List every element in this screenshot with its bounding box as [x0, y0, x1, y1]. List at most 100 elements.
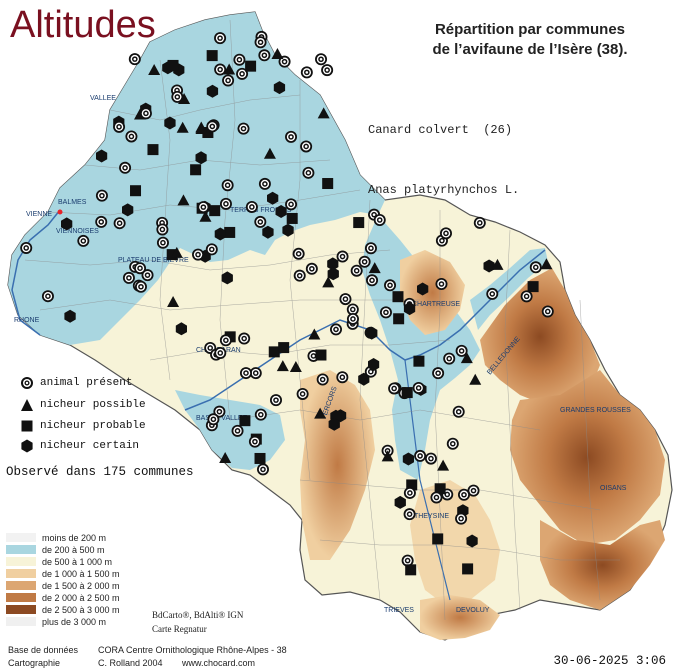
marker-animal-present: [20, 241, 33, 254]
marker-animal-present: [302, 166, 315, 179]
marker-animal-present: [236, 67, 249, 80]
marker-nicheur-probable: [190, 164, 202, 176]
belledonne-massif: [480, 268, 600, 405]
altitude-legend-row: moins de 200 m: [6, 532, 106, 543]
map-credit-line-2: Carte Regnatur: [152, 624, 207, 634]
marker-nicheur-possible: [223, 63, 236, 75]
marker-animal-present: [300, 140, 313, 153]
legend-row-animal-present: animal présent: [20, 374, 132, 392]
marker-animal-present: [41, 290, 54, 303]
altitude-legend-label: de 1 000 à 1 500 m: [42, 568, 120, 579]
marker-animal-present: [443, 352, 456, 365]
marker-nicheur-certain: [466, 534, 478, 548]
marker-nicheur-certain: [327, 267, 339, 281]
marker-nicheur-possible: [271, 48, 284, 60]
marker-nicheur-probable: [462, 563, 474, 575]
marker-nicheur-possible: [317, 107, 330, 119]
marker-nicheur-probable: [166, 249, 178, 261]
marker-nicheur-certain: [328, 417, 340, 431]
altitude-legend-row: de 2 500 à 3 000 m: [6, 604, 120, 615]
altitude-legend-row: de 500 à 1 000 m: [6, 556, 112, 567]
marker-nicheur-probable: [209, 205, 221, 217]
footer-website[interactable]: www.chocard.com: [182, 658, 256, 668]
marker-nicheur-possible: [148, 63, 161, 75]
marker-animal-present: [134, 262, 147, 275]
marker-animal-present: [457, 488, 470, 501]
marker-animal-present: [231, 424, 244, 437]
marker-nicheur-probable: [286, 212, 298, 224]
altitude-legend-row: de 2 000 à 2 500 m: [6, 592, 120, 603]
marker-nicheur-certain: [206, 84, 219, 98]
marker-nicheur-probable: [315, 349, 327, 361]
marker-nicheur-certain: [402, 452, 414, 466]
marker-nicheur-probable: [268, 346, 280, 358]
marker-animal-present: [346, 303, 359, 316]
observed-count: Observé dans 175 communes: [6, 465, 194, 479]
place-label-rhone: RHONE: [14, 317, 40, 324]
marker-animal-present: [278, 55, 291, 68]
marker-nicheur-certain: [366, 326, 378, 340]
marker-nicheur-probable: [432, 533, 444, 545]
marker-animal-present: [239, 367, 252, 380]
marker-nicheur-probable: [392, 291, 404, 303]
marker-nicheur-certain: [164, 116, 176, 130]
marker-nicheur-possible: [167, 295, 180, 307]
marker-animal-present: [119, 161, 132, 174]
marker-nicheur-probable: [405, 564, 417, 576]
marker-nicheur-probable: [434, 483, 446, 495]
marker-animal-present: [113, 120, 126, 133]
marker-nicheur-certain: [273, 81, 286, 95]
marker-nicheur-possible: [469, 373, 482, 385]
marker-animal-present: [292, 247, 305, 260]
marker-nicheur-certain: [195, 151, 207, 165]
marker-animal-present: [346, 312, 359, 325]
marker-nicheur-probable: [406, 479, 418, 491]
marker-animal-present: [254, 408, 267, 421]
place-label-grandes-rousses: GRANDES ROUSSES: [560, 407, 631, 414]
drac-river: [404, 359, 451, 601]
marker-nicheur-certain: [64, 309, 76, 323]
marker-animal-present: [197, 201, 210, 214]
marker-nicheur-probable: [202, 127, 214, 139]
place-label-basse-vallee: BASSE VALLEE: [196, 415, 248, 422]
marker-animal-present: [156, 236, 169, 249]
marker-animal-present: [435, 234, 448, 247]
map-credit-line-1: BdCarto®, BdAlti® IGN: [152, 610, 244, 620]
legend-label-nicheur-probable: nicheur probable: [40, 420, 146, 432]
marker-animal-present: [401, 554, 414, 567]
marker-nicheur-probable: [322, 178, 334, 190]
marker-nicheur-certain: [417, 282, 429, 296]
marker-nicheur-probable: [527, 281, 539, 293]
marker-nicheur-probable: [245, 60, 257, 72]
marker-animal-present: [269, 394, 282, 407]
marker-animal-present: [330, 323, 343, 336]
marker-nicheur-possible: [199, 210, 212, 222]
marker-nicheur-certain: [175, 322, 187, 336]
marker-nicheur-probable: [278, 342, 290, 354]
marker-animal-present: [455, 512, 468, 525]
marker-animal-present: [300, 66, 313, 79]
marker-animal-present: [315, 53, 328, 66]
marker-nicheur-certain: [327, 257, 339, 271]
altitude-legend-label: plus de 3 000 m: [42, 616, 107, 627]
lowland-zone: [8, 12, 385, 345]
altitude-swatch: [6, 593, 36, 602]
marker-nicheur-possible: [381, 450, 394, 462]
animal-present-icon: [21, 377, 33, 389]
marker-animal-present: [254, 36, 267, 49]
marker-nicheur-certain: [282, 223, 294, 237]
altitude-swatch: [6, 557, 36, 566]
marker-nicheur-possible: [176, 121, 189, 133]
marker-animal-present: [296, 387, 309, 400]
marker-nicheur-possible: [437, 459, 450, 471]
marker-animal-present: [439, 227, 452, 240]
place-label-vallee: VALLEE: [90, 95, 116, 102]
marker-nicheur-possible: [276, 360, 289, 372]
marker-nicheur-probable: [254, 452, 266, 464]
place-label-viennoises: VIENNOISES: [56, 228, 99, 235]
marker-animal-present: [336, 371, 349, 384]
footer-base-label: Base de données: [8, 645, 79, 655]
marker-animal-present: [256, 463, 269, 476]
marker-animal-present: [285, 198, 298, 211]
marker-nicheur-certain: [262, 225, 274, 239]
